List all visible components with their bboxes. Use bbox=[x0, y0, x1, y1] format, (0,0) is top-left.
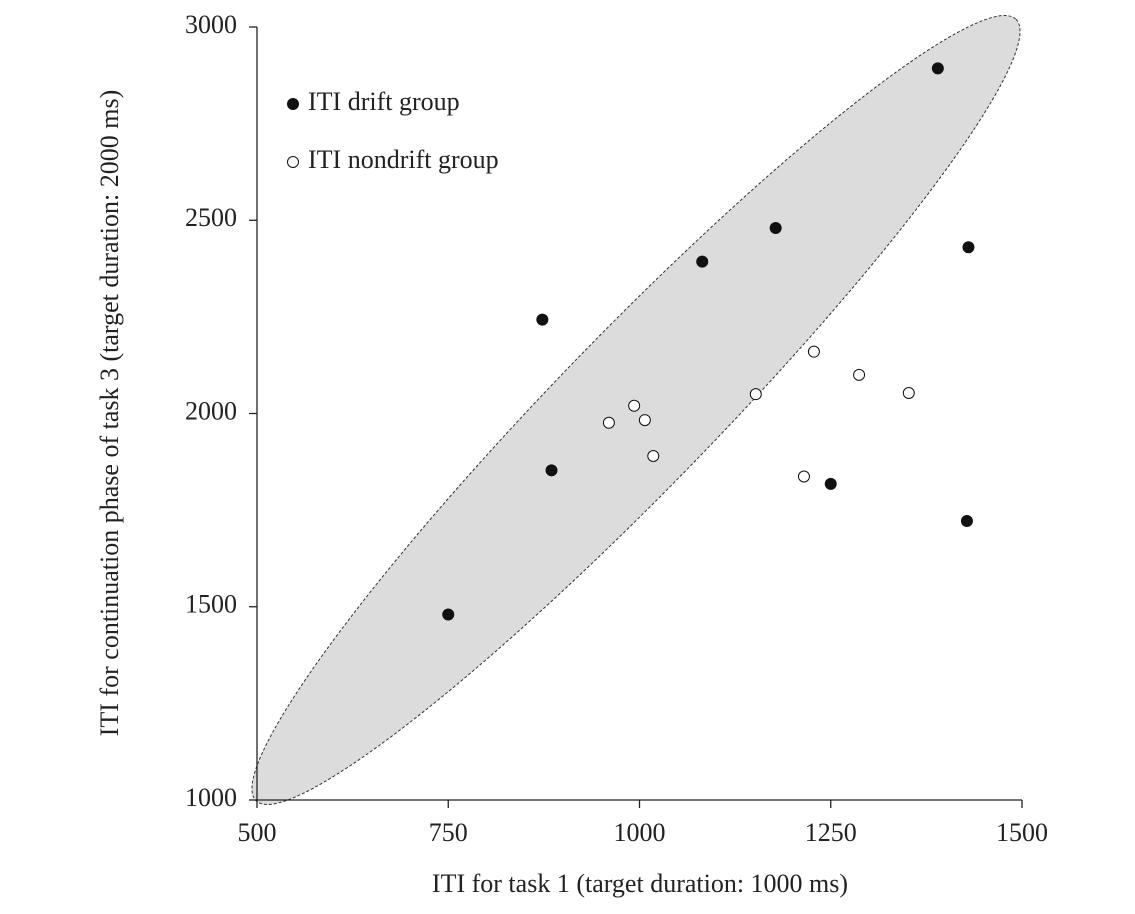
point bbox=[628, 399, 641, 412]
point bbox=[638, 414, 651, 427]
y-tick-label: 2500 bbox=[185, 203, 237, 232]
y-tick-label: 1000 bbox=[185, 783, 237, 812]
point bbox=[902, 387, 915, 400]
point bbox=[807, 345, 820, 358]
point bbox=[545, 464, 558, 477]
point bbox=[536, 313, 549, 326]
y-tick-label: 2000 bbox=[185, 396, 237, 425]
point bbox=[696, 255, 709, 268]
legend-marker bbox=[287, 98, 299, 110]
x-tick-label: 500 bbox=[238, 818, 277, 847]
point bbox=[769, 221, 782, 234]
y-axis-label: ITI for continuation phase of task 3 (ta… bbox=[95, 90, 124, 736]
point bbox=[824, 477, 837, 490]
y-tick-label: 3000 bbox=[185, 10, 237, 39]
x-tick-label: 1000 bbox=[614, 818, 666, 847]
point bbox=[853, 368, 866, 381]
point bbox=[797, 470, 810, 483]
confidence-ellipse bbox=[251, 15, 1021, 805]
point bbox=[960, 514, 973, 527]
x-tick-label: 1500 bbox=[996, 818, 1048, 847]
point bbox=[602, 416, 615, 429]
y-tick-label: 1500 bbox=[185, 590, 237, 619]
point bbox=[962, 241, 975, 254]
legend-label: ITI drift group bbox=[308, 87, 460, 116]
x-tick-label: 750 bbox=[429, 818, 468, 847]
x-axis-label: ITI for task 1 (target duration: 1000 ms… bbox=[432, 869, 848, 898]
legend-marker bbox=[287, 156, 299, 168]
point bbox=[442, 608, 455, 621]
point bbox=[749, 388, 762, 401]
point bbox=[931, 62, 944, 75]
legend-label: ITI nondrift group bbox=[308, 145, 499, 174]
point bbox=[647, 450, 660, 463]
x-tick-label: 1250 bbox=[805, 818, 857, 847]
